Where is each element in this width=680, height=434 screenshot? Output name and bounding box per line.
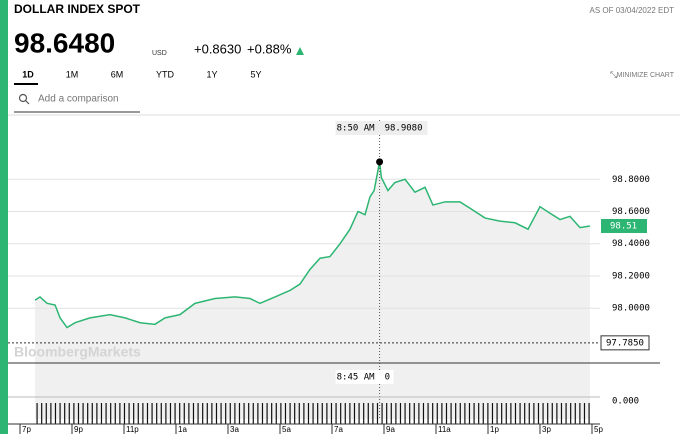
low-label: 97.7850 — [606, 338, 644, 348]
x-tick-label: 1a — [178, 425, 187, 434]
tab[interactable]: 1M — [66, 69, 79, 79]
x-tick-label: 7a — [334, 425, 343, 434]
crosshair-value: 98.9080 — [385, 124, 423, 134]
crosshair-time: 8:50 AM — [337, 124, 376, 134]
tab[interactable]: 6M — [111, 69, 124, 79]
x-tick-label: 11a — [438, 425, 451, 434]
crosshair-point — [376, 158, 384, 166]
change-pct: +0.88% — [247, 41, 292, 56]
minimize-chart[interactable]: MINIMIZE CHART — [617, 72, 675, 79]
tab[interactable]: 1Y — [206, 69, 217, 79]
search-icon — [25, 100, 30, 105]
x-tick-label: 11p — [126, 425, 139, 434]
area — [35, 161, 590, 363]
x-tick-label: 7p — [22, 425, 31, 434]
title: DOLLAR INDEX SPOT — [14, 2, 141, 16]
last-box — [601, 218, 647, 233]
search-icon — [18, 93, 28, 103]
currency: USD — [152, 50, 167, 57]
x-tick-label: 3a — [230, 425, 239, 434]
price-line — [34, 161, 591, 329]
up-arrow — [296, 47, 304, 55]
tab[interactable]: YTD — [156, 69, 175, 79]
low-box — [600, 335, 650, 351]
last-label: 98.51 — [610, 221, 637, 231]
tab[interactable]: 5Y — [250, 69, 261, 79]
x-tick-label: 5a — [282, 425, 291, 434]
y-tick-label: 98.0000 — [612, 304, 650, 314]
change: +0.8630 — [194, 41, 241, 56]
minimize-icon[interactable]: ⤡ — [610, 69, 617, 79]
y-tick-label: 98.2000 — [612, 271, 650, 281]
y-tick-label: 98.8000 — [612, 175, 650, 185]
volume-value: 0 — [385, 373, 390, 383]
x-tick-label: 5p — [594, 425, 603, 434]
y-tick-label: 98.4000 — [612, 239, 650, 249]
watermark: BloombergMarkets — [14, 344, 141, 360]
volume-time: 8:45 AM — [337, 373, 376, 383]
y-tick-label: 98.6000 — [612, 207, 650, 217]
tabs: 1D 1M 6M YTD 1Y 5Y — [22, 69, 261, 79]
crosshair-box — [335, 121, 428, 135]
x-tick-label: 3p — [542, 425, 551, 434]
x-tick-label: 9p — [74, 425, 83, 434]
price: 98.6480 — [14, 27, 115, 58]
accent-bar — [0, 0, 8, 434]
comparison-input[interactable]: Add a comparison — [38, 94, 119, 105]
tab[interactable]: 1D — [22, 69, 34, 79]
volume-axis: 0.000 — [612, 397, 639, 407]
x-tick-label: 1p — [490, 425, 499, 434]
x-tick-label: 9a — [386, 425, 395, 434]
as-of: AS OF 03/04/2022 EDT — [590, 6, 675, 15]
volume-box — [335, 370, 394, 384]
